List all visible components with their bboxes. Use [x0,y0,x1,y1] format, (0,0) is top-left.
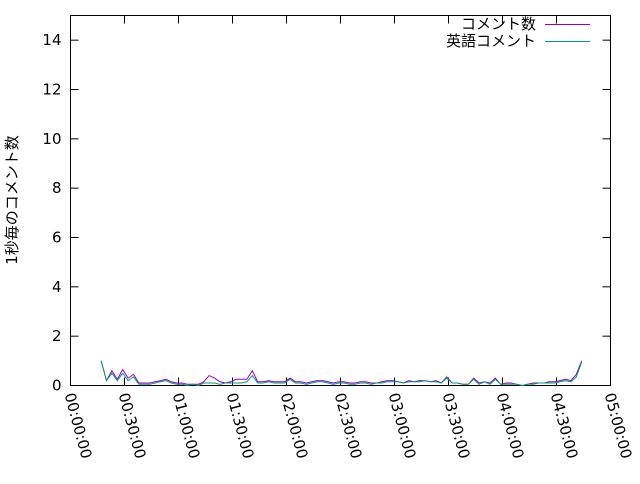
series-line-1 [100,360,583,387]
x-tick-label: 00:30:00 [115,391,150,461]
x-tick-label: 03:30:00 [439,391,474,461]
y-tick-label: 12 [42,81,61,99]
legend-label-0: コメント数 [461,15,536,33]
y-tick-label: 8 [52,179,62,197]
y-tick-label: 0 [52,377,62,395]
x-tick-label: 04:00:00 [493,391,528,461]
series-line-0 [100,360,583,387]
legend: コメント数 英語コメント [446,15,590,50]
y-tick-label: 4 [52,278,62,296]
x-tick-label: 00:00:00 [61,391,96,461]
y-axis-label: 1秒毎のコメント数 [3,135,21,265]
legend-label-1: 英語コメント [446,32,536,50]
x-tick-label: 02:00:00 [277,391,312,461]
y-tick-label: 10 [42,130,61,148]
y-tick-label: 6 [52,229,62,247]
x-tick-label: 02:30:00 [331,391,366,461]
plot-frame [70,15,611,386]
x-tick-label: 01:30:00 [223,391,258,461]
x-tick-label: 05:00:00 [601,391,636,461]
y-tick-label: 2 [52,327,62,345]
x-tick-label: 04:30:00 [547,391,582,461]
x-tick-label: 03:00:00 [385,391,420,461]
y-tick-label: 14 [42,31,61,49]
x-tick-label: 01:00:00 [169,391,204,461]
